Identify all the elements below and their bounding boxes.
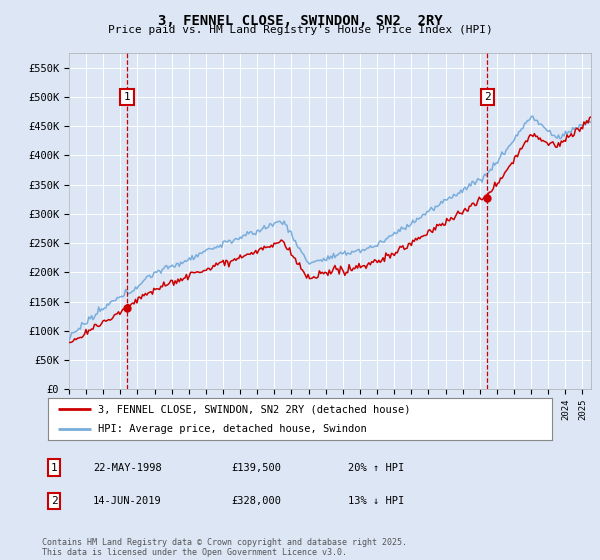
Text: 2: 2 [50, 496, 58, 506]
Text: 13% ↓ HPI: 13% ↓ HPI [348, 496, 404, 506]
Text: £328,000: £328,000 [231, 496, 281, 506]
Text: £139,500: £139,500 [231, 463, 281, 473]
Text: HPI: Average price, detached house, Swindon: HPI: Average price, detached house, Swin… [98, 424, 367, 434]
Text: 3, FENNEL CLOSE, SWINDON, SN2 2RY (detached house): 3, FENNEL CLOSE, SWINDON, SN2 2RY (detac… [98, 404, 411, 414]
Text: 20% ↑ HPI: 20% ↑ HPI [348, 463, 404, 473]
Text: 3, FENNEL CLOSE, SWINDON, SN2  2RY: 3, FENNEL CLOSE, SWINDON, SN2 2RY [158, 14, 442, 28]
Text: 22-MAY-1998: 22-MAY-1998 [93, 463, 162, 473]
Text: 1: 1 [50, 463, 58, 473]
Text: 1: 1 [124, 92, 130, 102]
Text: 14-JUN-2019: 14-JUN-2019 [93, 496, 162, 506]
Text: Price paid vs. HM Land Registry's House Price Index (HPI): Price paid vs. HM Land Registry's House … [107, 25, 493, 35]
Text: Contains HM Land Registry data © Crown copyright and database right 2025.
This d: Contains HM Land Registry data © Crown c… [42, 538, 407, 557]
Text: 2: 2 [484, 92, 491, 102]
